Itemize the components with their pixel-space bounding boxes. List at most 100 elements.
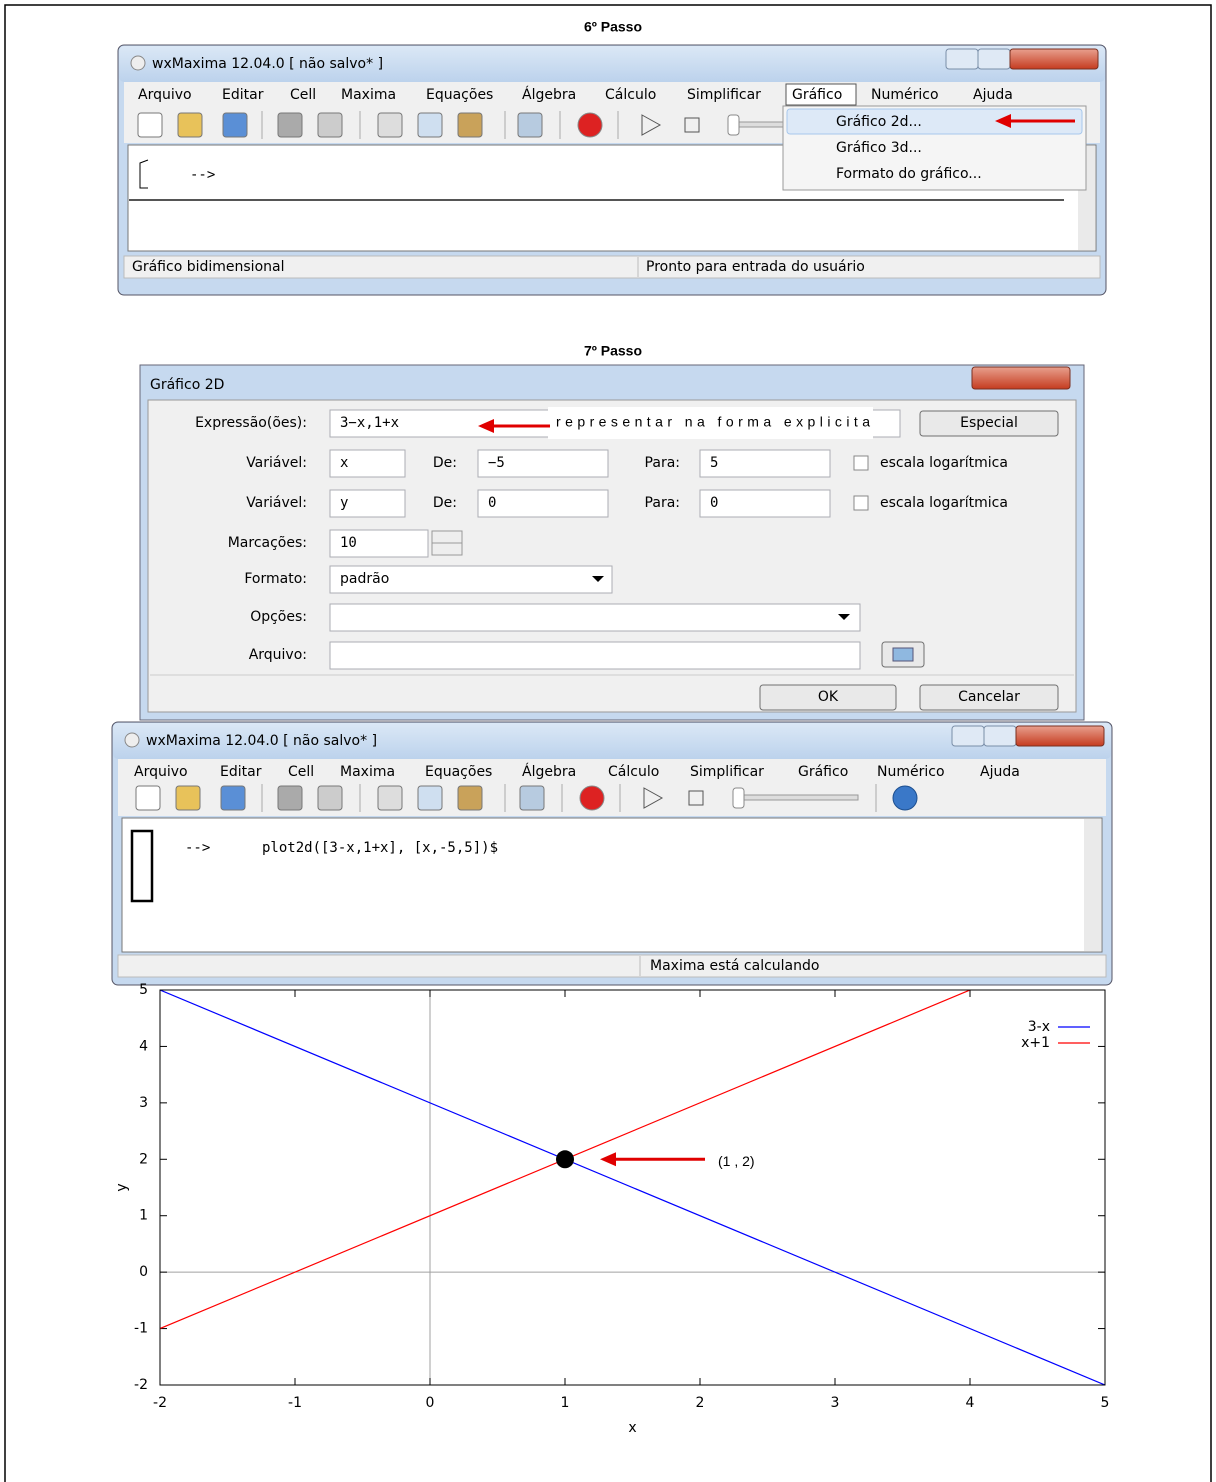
input-value: y (340, 495, 348, 511)
field-label: Formato: (244, 571, 307, 587)
button-label: Especial (960, 415, 1018, 431)
window-title: wxMaxima 12.04.0 [ não salvo* ] (152, 56, 383, 72)
input-field[interactable] (330, 604, 860, 631)
menu-item[interactable]: Equações (426, 87, 493, 103)
toolbar-icon[interactable] (520, 786, 544, 810)
menu-item[interactable]: Editar (220, 764, 262, 780)
x-tick-label: 4 (966, 1395, 975, 1411)
slider-track (733, 795, 858, 800)
menu-item[interactable]: Ajuda (973, 87, 1013, 103)
field-label: De: (433, 455, 457, 471)
step-title: 7º Passo (584, 343, 642, 359)
menu-item[interactable]: Equações (425, 764, 492, 780)
y-axis-label: y (114, 1183, 130, 1191)
input-field[interactable] (478, 490, 608, 517)
window-title: wxMaxima 12.04.0 [ não salvo* ] (146, 733, 377, 749)
checkbox[interactable] (854, 456, 868, 470)
field-label: Opções: (250, 609, 307, 625)
annotation: (1 , 2) (718, 1153, 755, 1169)
toolbar-icon[interactable] (136, 786, 160, 810)
menu-item[interactable]: Cell (290, 87, 316, 103)
toolbar-icon[interactable] (418, 113, 442, 137)
x-tick-label: 5 (1101, 1395, 1110, 1411)
status-text: Maxima está calculando (650, 958, 819, 974)
menu-item[interactable]: Simplificar (687, 87, 761, 103)
slider-thumb[interactable] (733, 788, 744, 808)
slider-thumb[interactable] (728, 115, 739, 135)
toolbar-icon[interactable] (138, 113, 162, 137)
minimize-button[interactable] (952, 726, 984, 746)
input-value: −5 (488, 455, 505, 471)
menu-item[interactable]: Simplificar (690, 764, 764, 780)
y-tick-label: 3 (139, 1095, 148, 1111)
toolbar-icon[interactable] (278, 113, 302, 137)
menu-item[interactable]: Ajuda (980, 764, 1020, 780)
field-label: Arquivo: (249, 647, 307, 663)
input-field[interactable] (330, 642, 860, 669)
x-tick-label: 3 (831, 1395, 840, 1411)
menu-item[interactable]: Arquivo (138, 87, 192, 103)
dropdown-item[interactable]: Gráfico 3d... (836, 140, 922, 156)
toolbar-icon[interactable] (580, 786, 604, 810)
menu-item[interactable]: Arquivo (134, 764, 188, 780)
x-tick-label: 0 (426, 1395, 435, 1411)
prompt: --> (185, 840, 210, 856)
menu-item[interactable]: Numérico (871, 87, 939, 103)
field-label: Variável: (246, 455, 307, 471)
prompt: --> (190, 167, 215, 183)
menu-item[interactable]: Cálculo (608, 764, 659, 780)
toolbar-icon[interactable] (318, 113, 342, 137)
input-value: x (340, 455, 348, 471)
toolbar-icon[interactable] (893, 786, 917, 810)
toolbar-icon[interactable] (458, 786, 482, 810)
toolbar-icon[interactable] (223, 113, 247, 137)
toolbar-icon[interactable] (418, 786, 442, 810)
toolbar-icon[interactable] (378, 786, 402, 810)
input-field[interactable] (700, 490, 830, 517)
legend-label: 3-x (1028, 1019, 1050, 1035)
button-label: Cancelar (958, 689, 1020, 705)
menu-item[interactable]: Gráfico (798, 764, 848, 780)
status-text: Gráfico bidimensional (132, 259, 284, 275)
menu-item[interactable]: Numérico (877, 764, 945, 780)
close-button[interactable] (1016, 726, 1104, 746)
close-button[interactable] (1010, 49, 1098, 69)
maximize-button[interactable] (978, 49, 1010, 69)
dropdown-item[interactable]: Formato do gráfico... (836, 166, 982, 182)
menu-item[interactable]: Maxima (341, 87, 396, 103)
checkbox[interactable] (854, 496, 868, 510)
toolbar-icon[interactable] (458, 113, 482, 137)
toolbar-icon[interactable] (178, 113, 202, 137)
menu-item[interactable]: Editar (222, 87, 264, 103)
input-field[interactable] (700, 450, 830, 477)
intersection-point (556, 1150, 574, 1168)
menu-item[interactable]: Cell (288, 764, 314, 780)
y-tick-label: -2 (134, 1377, 148, 1393)
dropdown-item[interactable]: Gráfico 2d... (836, 114, 922, 130)
toolbar-icon[interactable] (378, 113, 402, 137)
x-tick-label: -1 (288, 1395, 302, 1411)
menu-item[interactable]: Maxima (340, 764, 395, 780)
menu-item[interactable]: Álgebra (522, 86, 576, 103)
scrollbar (1084, 819, 1101, 951)
maximize-button[interactable] (984, 726, 1016, 746)
menu-item[interactable]: Cálculo (605, 87, 656, 103)
command: plot2d([3-x,1+x], [x,-5,5])$ (262, 840, 498, 856)
minimize-button[interactable] (946, 49, 978, 69)
toolbar (118, 784, 1106, 816)
toolbar-icon[interactable] (176, 786, 200, 810)
field-label: Para: (645, 495, 680, 511)
input-value: 0 (488, 495, 496, 511)
toolbar-icon[interactable] (578, 113, 602, 137)
toolbar-icon[interactable] (221, 786, 245, 810)
field-label: Marcações: (228, 535, 307, 551)
close-button[interactable] (972, 367, 1070, 389)
status-bar (118, 955, 1106, 977)
button-label: OK (818, 689, 839, 705)
toolbar-icon[interactable] (518, 113, 542, 137)
toolbar-icon[interactable] (318, 786, 342, 810)
menu-item[interactable]: Álgebra (522, 763, 576, 780)
toolbar-icon[interactable] (278, 786, 302, 810)
y-tick-label: 1 (139, 1208, 148, 1224)
editor (122, 818, 1102, 952)
